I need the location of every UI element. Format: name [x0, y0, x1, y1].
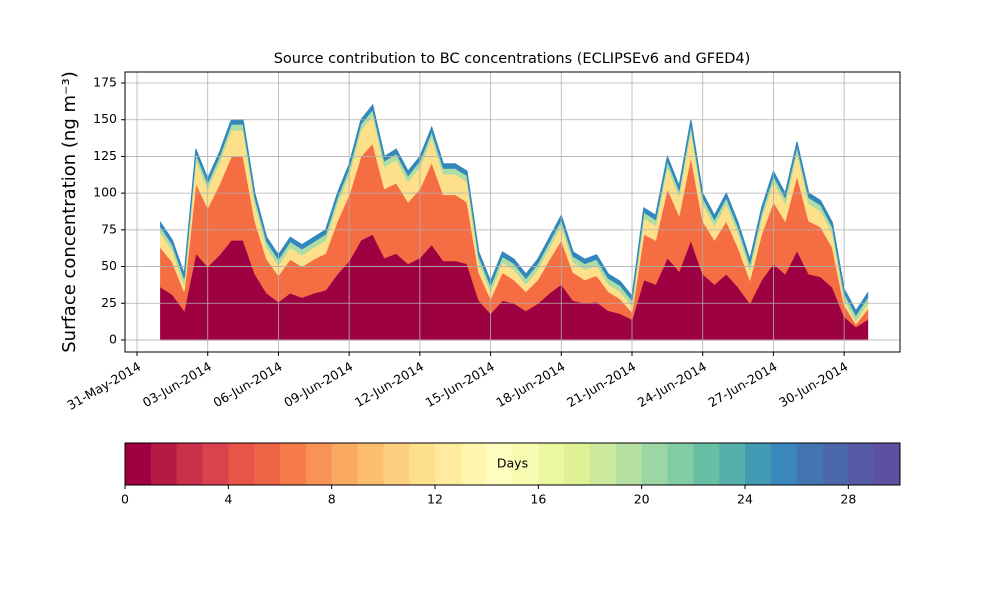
colorbar-tick-label: 20 [634, 492, 650, 507]
colorbar-segment [409, 443, 436, 485]
chart-title: Source contribution to BC concentrations… [274, 51, 751, 67]
colorbar-segment [590, 443, 617, 485]
colorbar-segment [202, 443, 229, 485]
y-tick-label: 125 [93, 148, 117, 163]
x-tick-label: 24-Jun-2014 [635, 359, 709, 410]
colorbar-segment [150, 443, 178, 485]
x-tick-label: 31-May-2014 [64, 359, 143, 413]
colorbar-segment [486, 443, 513, 485]
x-tick-label: 15-Jun-2014 [423, 359, 497, 410]
y-tick-label: 100 [93, 185, 117, 200]
x-tick-label: 06-Jun-2014 [211, 359, 285, 410]
x-tick-label: 12-Jun-2014 [352, 359, 426, 410]
x-tick-label: 21-Jun-2014 [564, 359, 638, 410]
colorbar-segment [770, 443, 798, 485]
colorbar-segment [460, 443, 488, 485]
colorbar-segment [667, 443, 694, 485]
y-tick-label: 50 [101, 258, 117, 273]
colorbar-segment [228, 443, 255, 485]
colorbar-segment [874, 443, 901, 485]
colorbar-tick-label: 4 [224, 492, 232, 507]
colorbar-segment [357, 443, 384, 485]
y-tick-label: 25 [101, 295, 117, 310]
x-tick-label: 03-Jun-2014 [140, 359, 214, 410]
y-tick-label: 0 [109, 331, 117, 346]
colorbar-segment [641, 443, 668, 485]
colorbar-tick-label: 28 [840, 492, 856, 507]
colorbar-segment [254, 443, 281, 485]
y-tick-label: 75 [101, 221, 117, 236]
colorbar-segment [512, 443, 539, 485]
colorbar-tick-label: 8 [328, 492, 336, 507]
x-tick-label: 30-Jun-2014 [776, 359, 850, 410]
colorbar-tick-label: 12 [427, 492, 443, 507]
y-tick-label: 150 [93, 111, 117, 126]
colorbar-tick-label: 24 [737, 492, 753, 507]
colorbar-segment [435, 443, 462, 485]
plot-frame [124, 71, 901, 353]
colorbar-tick-label: 16 [530, 492, 546, 507]
colorbar-segment [719, 443, 746, 485]
colorbar-label: Days [497, 456, 528, 471]
colorbar-segment [822, 443, 849, 485]
y-axis-label: Surface concentration (ng m⁻³) [59, 71, 80, 353]
colorbar-segment [331, 443, 358, 485]
x-tick-label: 27-Jun-2014 [706, 359, 780, 410]
colorbar-segment [848, 443, 875, 485]
x-tick-label: 18-Jun-2014 [493, 359, 567, 410]
colorbar-segment [796, 443, 823, 485]
colorbar-segment [564, 443, 591, 485]
colorbar-segment [176, 443, 203, 485]
colorbar-segment [693, 443, 720, 485]
colorbar-segment [615, 443, 643, 485]
colorbar-frame [124, 442, 901, 486]
colorbar-segment [125, 443, 152, 485]
y-tick-label: 175 [93, 75, 117, 90]
colorbar-segment [745, 443, 772, 485]
colorbar-tick-label: 0 [121, 492, 129, 507]
colorbar-segment [280, 443, 307, 485]
x-tick-label: 09-Jun-2014 [281, 359, 355, 410]
colorbar-segment [383, 443, 410, 485]
colorbar-segment [538, 443, 565, 485]
colorbar-segment [305, 443, 333, 485]
